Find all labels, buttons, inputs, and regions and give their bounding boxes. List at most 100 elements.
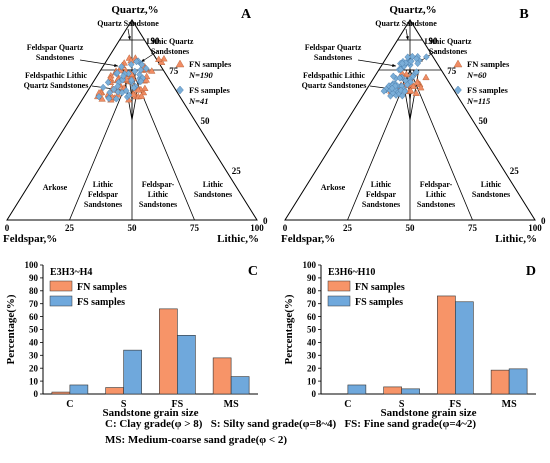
bar-fs-ms [508,368,528,395]
field-label-quartz-sandstone: Quartz Sandstone [375,19,437,28]
legend-fs-swatch [327,295,351,307]
field-label-lithic-quartz-line-2: Sandstones [429,47,467,56]
bottom-tick-label: 50 [406,223,416,233]
y-tick-label: 40 [29,338,39,348]
legend-fn-label: FN samples [77,282,127,293]
right-tick-label: 90 [429,36,439,46]
right-tick-label: 50 [479,116,489,126]
field-label-feldspar-lithic-line-2: Lithic [426,190,447,199]
field-label-arkose: Arkose [321,183,346,192]
y-tick-label: 20 [307,363,317,373]
fs-sample-point [380,87,388,95]
bar-fn-c [51,391,71,395]
x-tick-label: FS [450,399,462,410]
field-label-lithic-quartz-line-1: Lithic Quartz [425,37,472,46]
field-label-arkose: Arkose [43,183,68,192]
bar-fs-c [69,384,89,395]
apex-label-lithic: Lithic,% [495,233,537,245]
right-tick-label: 25 [510,166,520,176]
chart-subtitle: E3H3~H4 [50,267,92,278]
field-label-feldspathic-lithic-quartz-line-1: Feldspathic Lithic [303,71,365,80]
legend-fn-count: N=60 [466,70,487,80]
bar-fn-ms [212,357,232,395]
y-tick-label: 70 [307,299,317,309]
bottom-tick-label: 25 [65,223,75,233]
bar-fn-s [105,387,124,395]
bar-fs-s [401,388,420,395]
field-label-lithic-feldspar-line-3: Sandstones [362,200,400,209]
field-label-feldspar-lithic-line-1: Feldspar- [420,180,453,189]
chart-subtitle: E3H6~H10 [328,267,375,278]
legend-fn-label: FN samples [189,59,232,69]
x-tick-label: FS [172,399,184,410]
y-tick-label: 50 [29,325,39,335]
right-tick-label: 75 [169,66,179,76]
bottom-tick-label: 0 [283,223,288,233]
y-tick-label: 10 [29,376,39,386]
arrow-feldspar-quartz-head [114,63,118,67]
field-label-lithic-quartz-line-2: Sandstones [151,47,189,56]
field-label-feldspar-lithic-line-1: Feldspar- [142,180,175,189]
fs-sample-point [133,58,140,66]
legend-fs-label: FS samples [467,85,509,95]
fs-sample-point [114,69,121,77]
fs-sample-point [414,59,421,68]
y-tick-label: 0 [34,389,39,399]
x-tick-label: C [344,399,351,410]
field-label-lithic-quartz-line-1: Lithic Quartz [147,37,194,46]
fn-sample-point [129,90,138,98]
fs-sample-point [397,65,404,74]
arrow-feldspar-quartz [357,59,397,67]
fs-sample-point [142,64,150,73]
field-label-feldspathic-lithic-quartz-line-2: Quartz Sandstones [302,81,367,90]
field-label-lithic-line-2: Sandstones [194,190,232,199]
apex-label-feldspar: Feldspar,% [3,233,57,245]
x-axis-label: Sandstone grain size [103,407,199,419]
x-tick-label: MS [502,399,517,410]
field-label-lithic-feldspar-line-1: Lithic [93,180,114,189]
fs-sample-point [104,78,112,86]
y-tick-label: 100 [303,260,317,270]
y-tick-label: 90 [307,273,317,283]
sample-points [94,54,168,103]
y-axis-label: Percentage(%) [283,294,295,364]
field-label-feldspar-lithic-line-3: Sandstones [417,200,455,209]
legend-fs-marker [454,85,462,95]
divider-75-line [409,69,473,221]
field-label-lithic-feldspar-line-3: Sandstones [84,200,122,209]
arrow-feldspar-quartz-head [392,63,396,67]
apex-label-quartz: Quartz,% [111,4,158,16]
fs-sample-point [404,81,411,89]
field-label-lithic-feldspar-line-2: Feldspar [366,190,397,199]
fs-sample-point [127,60,135,69]
bottom-tick-label: 75 [468,223,478,233]
y-tick-label: 40 [307,338,317,348]
fn-sample-point [409,82,418,89]
ternary-panel-a: Quartz,%Feldspar,% Lithic,%A0 25 50 75 100025… [3,4,268,245]
fs-sample-point [401,87,409,96]
legend-fn-label: FN samples [355,282,405,293]
field-label-feldspar-lithic-line-3: Sandstones [139,200,177,209]
y-tick-label: 30 [29,351,39,361]
fs-sample-point [130,84,138,92]
fs-sample-point [114,82,121,90]
fs-sample-point [138,61,146,69]
field-label-feldspar-quartz-line-2: Sandstones [36,53,74,62]
y-tick-label: 30 [307,351,317,361]
fn-sample-point [141,84,149,91]
field-label-quartz-sandstone: Quartz Sandstone [97,19,159,28]
y-tick-label: 80 [29,286,39,296]
x-tick-label: MS [224,399,239,410]
right-tick-label: 75 [447,66,457,76]
bottom-tick-label: 25 [343,223,353,233]
y-tick-label: 80 [307,286,317,296]
fn-sample-point [407,86,415,94]
fs-sample-point [404,53,412,61]
fs-sample-point [396,74,404,82]
footnote-line-2: MS: Medium-coarse sand grade(φ < 2) [105,434,288,446]
bar-fn-s [383,386,402,395]
bottom-tick-label: 75 [190,223,200,233]
fs-sample-point [95,93,103,101]
sample-points [380,52,430,100]
